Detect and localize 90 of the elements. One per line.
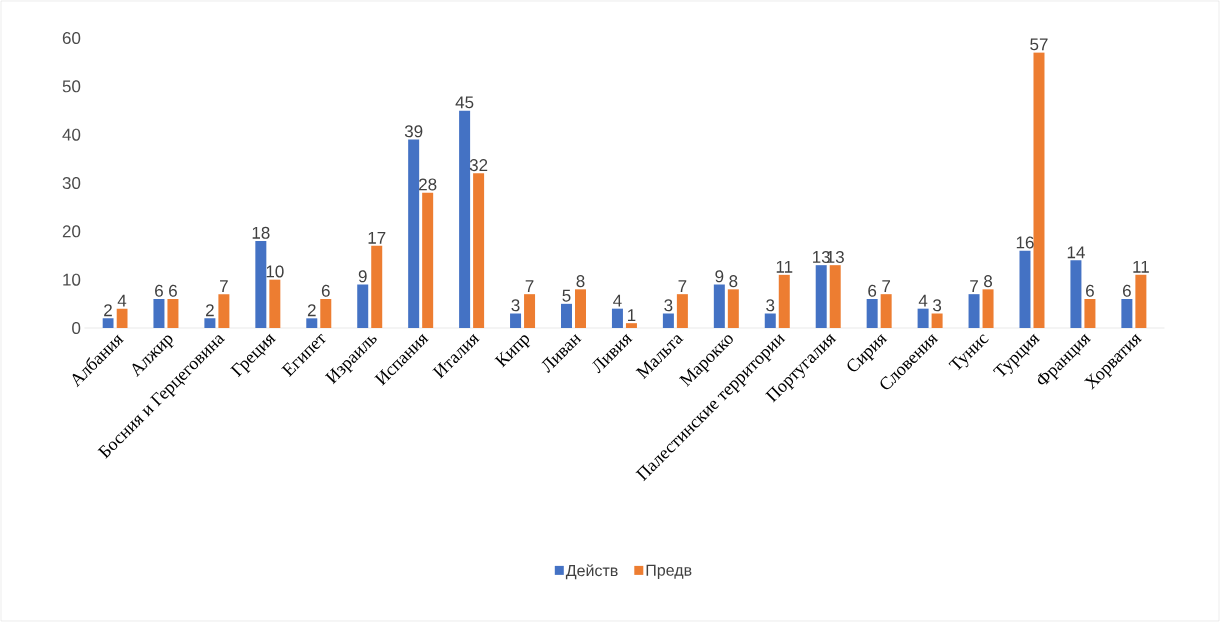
data-label: 6 — [868, 284, 877, 297]
bar — [218, 294, 230, 328]
bar — [611, 308, 623, 328]
y-tick-label: 60 — [62, 31, 81, 45]
data-label: 2 — [104, 304, 112, 317]
y-tick-label: 10 — [63, 273, 81, 286]
bar — [778, 274, 790, 328]
data-label: 39 — [404, 125, 423, 138]
bar — [561, 303, 572, 328]
bar — [815, 265, 827, 328]
data-label: 6 — [1123, 284, 1131, 297]
bar — [204, 318, 216, 328]
bar — [676, 294, 688, 328]
data-label: 8 — [729, 275, 738, 288]
bar — [866, 299, 878, 328]
bar — [320, 299, 332, 328]
bar — [408, 139, 420, 328]
data-label: 45 — [455, 96, 474, 109]
data-label: 11 — [1133, 260, 1149, 273]
bar — [153, 299, 165, 328]
bar — [167, 299, 179, 328]
bar — [371, 245, 383, 328]
bar — [1070, 260, 1082, 328]
data-label: 7 — [220, 280, 228, 292]
data-label: 7 — [678, 280, 687, 292]
data-label: 3 — [766, 299, 775, 312]
data-label: 17 — [368, 231, 386, 244]
bar — [1121, 299, 1133, 328]
bar — [524, 294, 536, 328]
bar — [1084, 299, 1096, 328]
y-tick-label: 30 — [62, 176, 81, 190]
bar — [357, 284, 369, 328]
data-label: 8 — [984, 275, 993, 288]
data-label: 7 — [970, 280, 978, 292]
bar — [931, 313, 943, 328]
data-label: 3 — [933, 299, 942, 312]
data-label: 2 — [307, 304, 316, 317]
data-label: 4 — [117, 294, 127, 307]
bar — [269, 279, 281, 328]
bar — [764, 313, 776, 328]
bar — [473, 173, 485, 328]
bar — [1135, 274, 1147, 328]
data-label: 6 — [321, 284, 330, 297]
bar — [102, 318, 114, 328]
bar — [510, 313, 522, 328]
bar — [982, 289, 994, 328]
bar — [880, 294, 892, 328]
bar — [625, 323, 637, 328]
bar — [727, 289, 739, 328]
bar — [829, 265, 841, 328]
data-label: 4 — [613, 294, 622, 307]
y-tick-label: 40 — [62, 128, 81, 141]
bar — [917, 308, 929, 328]
y-tick-label: 50 — [62, 80, 81, 93]
data-label: 11 — [776, 260, 793, 273]
bar — [116, 308, 128, 328]
data-label: 9 — [358, 270, 367, 283]
bar — [662, 313, 674, 328]
data-label: 7 — [525, 280, 534, 292]
data-label: 32 — [469, 159, 488, 172]
data-label: 14 — [1067, 246, 1085, 259]
bar — [306, 318, 318, 328]
data-label: 10 — [266, 265, 284, 278]
bar — [1019, 250, 1031, 328]
data-label: 5 — [562, 289, 571, 302]
data-label: 9 — [715, 270, 724, 283]
data-label: 18 — [252, 226, 270, 239]
data-label: 28 — [419, 178, 437, 191]
legend-label: Предв — [646, 564, 692, 579]
bar — [968, 294, 980, 328]
data-label: 1 — [628, 309, 636, 321]
data-label: 6 — [1086, 284, 1094, 297]
bar — [459, 110, 471, 328]
data-label: 8 — [576, 275, 585, 288]
bar — [255, 241, 267, 328]
bar — [575, 289, 586, 328]
data-label: 57 — [1030, 38, 1048, 51]
legend-label: Действ — [565, 564, 618, 580]
data-label: 6 — [155, 284, 163, 297]
y-tick-label: 20 — [62, 225, 81, 238]
data-label: 3 — [664, 299, 673, 312]
y-tick-label: 0 — [72, 321, 81, 335]
data-label: 4 — [918, 294, 928, 307]
data-label: 6 — [169, 284, 177, 297]
data-label: 7 — [882, 280, 891, 292]
bar — [713, 284, 725, 328]
data-label: 2 — [206, 304, 214, 317]
bar — [1033, 52, 1045, 328]
data-label: 3 — [511, 299, 520, 312]
bar — [422, 192, 434, 328]
